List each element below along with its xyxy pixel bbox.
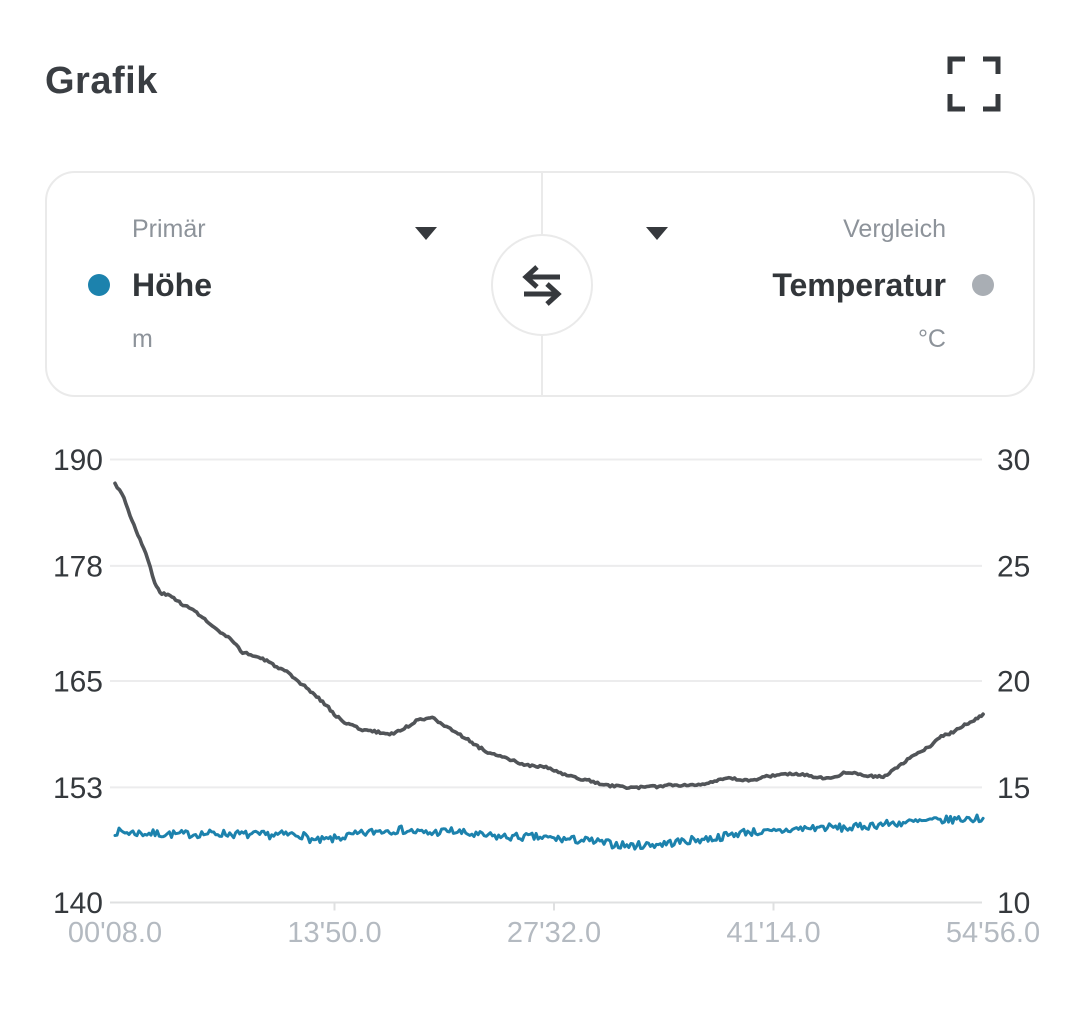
right-axis-tick: 20	[997, 666, 1030, 699]
left-axis-tick: 140	[53, 887, 103, 920]
primary-series-dot	[88, 274, 110, 296]
comparison-series-dot	[972, 274, 994, 296]
chevron-down-icon	[646, 227, 668, 240]
primary-dropdown-label: Primär	[132, 215, 206, 243]
series-selector-card: Primär Höhe m Vergleich Temperatur °C	[45, 171, 1035, 397]
series-line-höhe	[113, 813, 985, 851]
comparison-metric-name: Temperatur	[772, 267, 946, 303]
x-axis-tick: 27'32.0	[507, 917, 601, 949]
fullscreen-button[interactable]	[942, 52, 1006, 116]
primary-metric-name: Höhe	[132, 267, 212, 303]
x-axis-tick: 41'14.0	[726, 917, 820, 949]
comparison-metric-unit: °C	[917, 325, 946, 353]
primary-metric-row: Höhe	[88, 266, 212, 304]
series-line-temperatur	[113, 481, 985, 791]
comparison-dropdown-label: Vergleich	[843, 215, 946, 243]
left-axis-tick: 178	[53, 550, 103, 583]
left-axis-tick: 153	[53, 772, 103, 805]
right-axis-tick: 30	[997, 444, 1030, 477]
x-axis-tick: 13'50.0	[287, 917, 381, 949]
right-axis-tick: 10	[997, 887, 1030, 920]
chevron-down-icon	[415, 227, 437, 240]
chart-plot-area[interactable]: 190 30 178 25 165 20 153 15 140 10 00'08.0 13'50.0 2…	[0, 420, 1080, 1019]
swap-series-button[interactable]	[491, 234, 593, 336]
page-title: Grafik	[45, 60, 158, 102]
primary-metric-unit: m	[132, 325, 153, 353]
x-axis-tick: 00'08.0	[68, 917, 162, 949]
right-axis-tick: 25	[997, 550, 1030, 583]
x-axis-tick: 54'56.0	[946, 917, 1040, 949]
swap-arrows-icon	[522, 265, 562, 306]
right-axis-tick: 15	[997, 772, 1030, 805]
left-axis-tick: 190	[53, 444, 103, 477]
fullscreen-icon	[947, 56, 1001, 112]
left-axis-tick: 165	[53, 666, 103, 699]
comparison-metric-row: Temperatur	[772, 266, 994, 304]
